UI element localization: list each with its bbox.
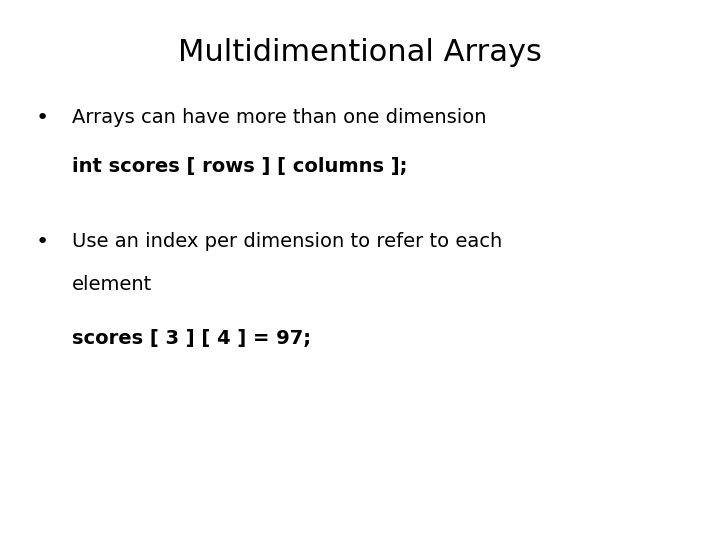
Text: element: element xyxy=(72,275,152,294)
Text: scores [ 3 ] [ 4 ] = 97;: scores [ 3 ] [ 4 ] = 97; xyxy=(72,329,311,348)
Text: Arrays can have more than one dimension: Arrays can have more than one dimension xyxy=(72,108,487,127)
Text: int scores [ rows ] [ columns ];: int scores [ rows ] [ columns ]; xyxy=(72,157,408,176)
Text: •: • xyxy=(36,232,49,252)
Text: Multidimentional Arrays: Multidimentional Arrays xyxy=(178,38,542,67)
Text: •: • xyxy=(36,108,49,128)
Text: Use an index per dimension to refer to each: Use an index per dimension to refer to e… xyxy=(72,232,503,251)
